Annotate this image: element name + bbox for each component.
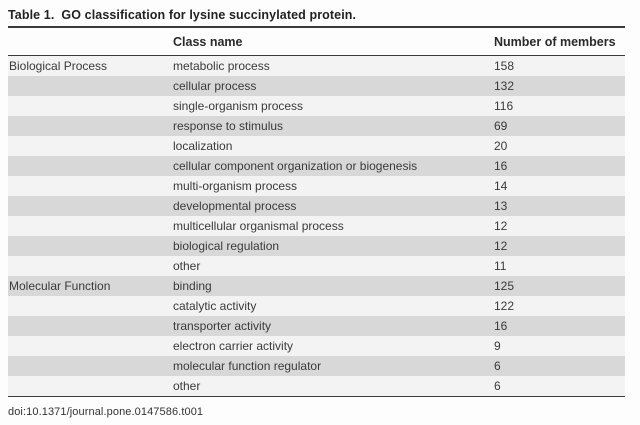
doi-text: doi:10.1371/journal.pone.0147586.t001: [8, 406, 204, 418]
table-row: biological regulation 12: [8, 236, 625, 256]
table-row: Biological Process metabolic process 158: [8, 56, 625, 76]
members-cell: 125: [494, 279, 515, 293]
header-members-cell: Number of members: [494, 34, 616, 49]
group-cell: [8, 316, 173, 336]
group-cell: [8, 296, 173, 316]
members-cell: 16: [494, 159, 508, 173]
class-name-cell: other: [173, 259, 201, 273]
class-name-cell: developmental process: [173, 199, 297, 213]
class-name-cell: catalytic activity: [173, 299, 257, 313]
class-name-cell: biological regulation: [173, 239, 280, 253]
group-cell: [8, 176, 173, 196]
table-row: transporter activity 16: [8, 316, 625, 336]
members-cell: 16: [494, 319, 508, 333]
group-cell: [8, 216, 173, 236]
title-rule: [8, 26, 625, 28]
class-name-cell: electron carrier activity: [173, 339, 294, 353]
class-name-cell: molecular function regulator: [173, 359, 322, 373]
members-cell: 132: [494, 79, 515, 93]
table-row: cellular process 132: [8, 76, 625, 96]
table-caption: GO classification for lysine succinylate…: [61, 8, 357, 22]
table-row: response to stimulus 69: [8, 116, 625, 136]
members-cell: 9: [494, 339, 501, 353]
class-name-cell: transporter activity: [173, 319, 272, 333]
table-row: molecular function regulator 6: [8, 356, 625, 376]
members-cell: 122: [494, 299, 515, 313]
header-class-name-cell: Class name: [173, 34, 243, 49]
table-row: single-organism process 116: [8, 96, 625, 116]
members-cell: 20: [494, 139, 508, 153]
table-row: catalytic activity 122: [8, 296, 625, 316]
table-1-container: Table 1. GO classification for lysine suc…: [8, 6, 625, 418]
class-name-cell: cellular process: [173, 79, 257, 93]
table-row: other 6: [8, 376, 625, 396]
members-cell: 13: [494, 199, 508, 213]
group-cell: [8, 116, 173, 136]
table-row: multicellular organismal process 12: [8, 216, 625, 236]
members-cell: 69: [494, 119, 508, 133]
class-name-cell: cellular component organization or bioge…: [173, 159, 418, 173]
members-cell: 6: [494, 359, 501, 373]
group-cell: Molecular Function: [9, 279, 111, 293]
class-name-cell: multi-organism process: [173, 179, 298, 193]
table-header-row: Class name Number of members: [8, 28, 625, 55]
class-name-cell: metabolic process: [173, 59, 270, 73]
class-name-cell: response to stimulus: [173, 119, 284, 133]
members-cell: 12: [494, 239, 508, 253]
members-cell: 158: [494, 59, 515, 73]
group-cell: [8, 376, 173, 396]
header-rule: [8, 55, 625, 56]
class-name-cell: multicellular organismal process: [173, 219, 344, 233]
class-name-cell: binding: [173, 279, 212, 293]
group-cell: [8, 336, 173, 356]
group-cell: [8, 156, 173, 176]
table-row: developmental process 13: [8, 196, 625, 216]
group-cell: Biological Process: [9, 59, 108, 73]
group-cell: [8, 136, 173, 156]
table-number-label: Table 1.: [8, 8, 55, 22]
table-row: electron carrier activity 9: [8, 336, 625, 356]
class-name-cell: other: [173, 379, 201, 393]
group-cell: [8, 356, 173, 376]
group-cell: [8, 256, 173, 276]
table-row: multi-organism process 14: [8, 176, 625, 196]
table-row: Molecular Function binding 125: [8, 276, 625, 296]
members-cell: 12: [494, 219, 508, 233]
class-name-cell: single-organism process: [173, 99, 304, 113]
group-cell: [8, 96, 173, 116]
members-cell: 14: [494, 179, 508, 193]
members-cell: 116: [494, 99, 514, 113]
members-cell: 11: [494, 259, 507, 273]
group-cell: [8, 196, 173, 216]
table-title: Table 1. GO classification for lysine suc…: [8, 6, 625, 26]
group-cell: [8, 76, 173, 96]
group-cell: [8, 236, 173, 256]
class-name-cell: localization: [173, 139, 233, 153]
table-row: other 11: [8, 256, 625, 276]
table-row: localization 20: [8, 136, 625, 156]
table-body: Biological Process metabolic process 158 ce…: [8, 56, 625, 396]
members-cell: 6: [494, 379, 501, 393]
bottom-rule: [8, 396, 625, 397]
table-row: cellular component organization or bioge…: [8, 156, 625, 176]
